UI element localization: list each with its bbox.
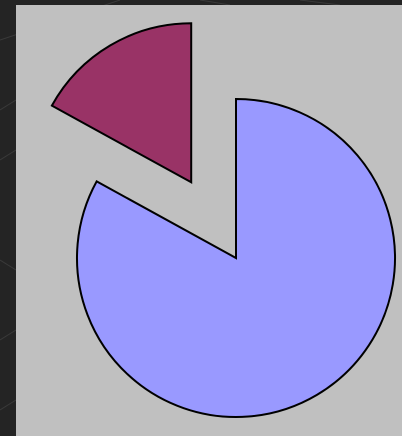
pie-slice-2	[50, 22, 193, 184]
pie-slice-1	[76, 97, 396, 418]
pie-slices	[50, 22, 396, 418]
